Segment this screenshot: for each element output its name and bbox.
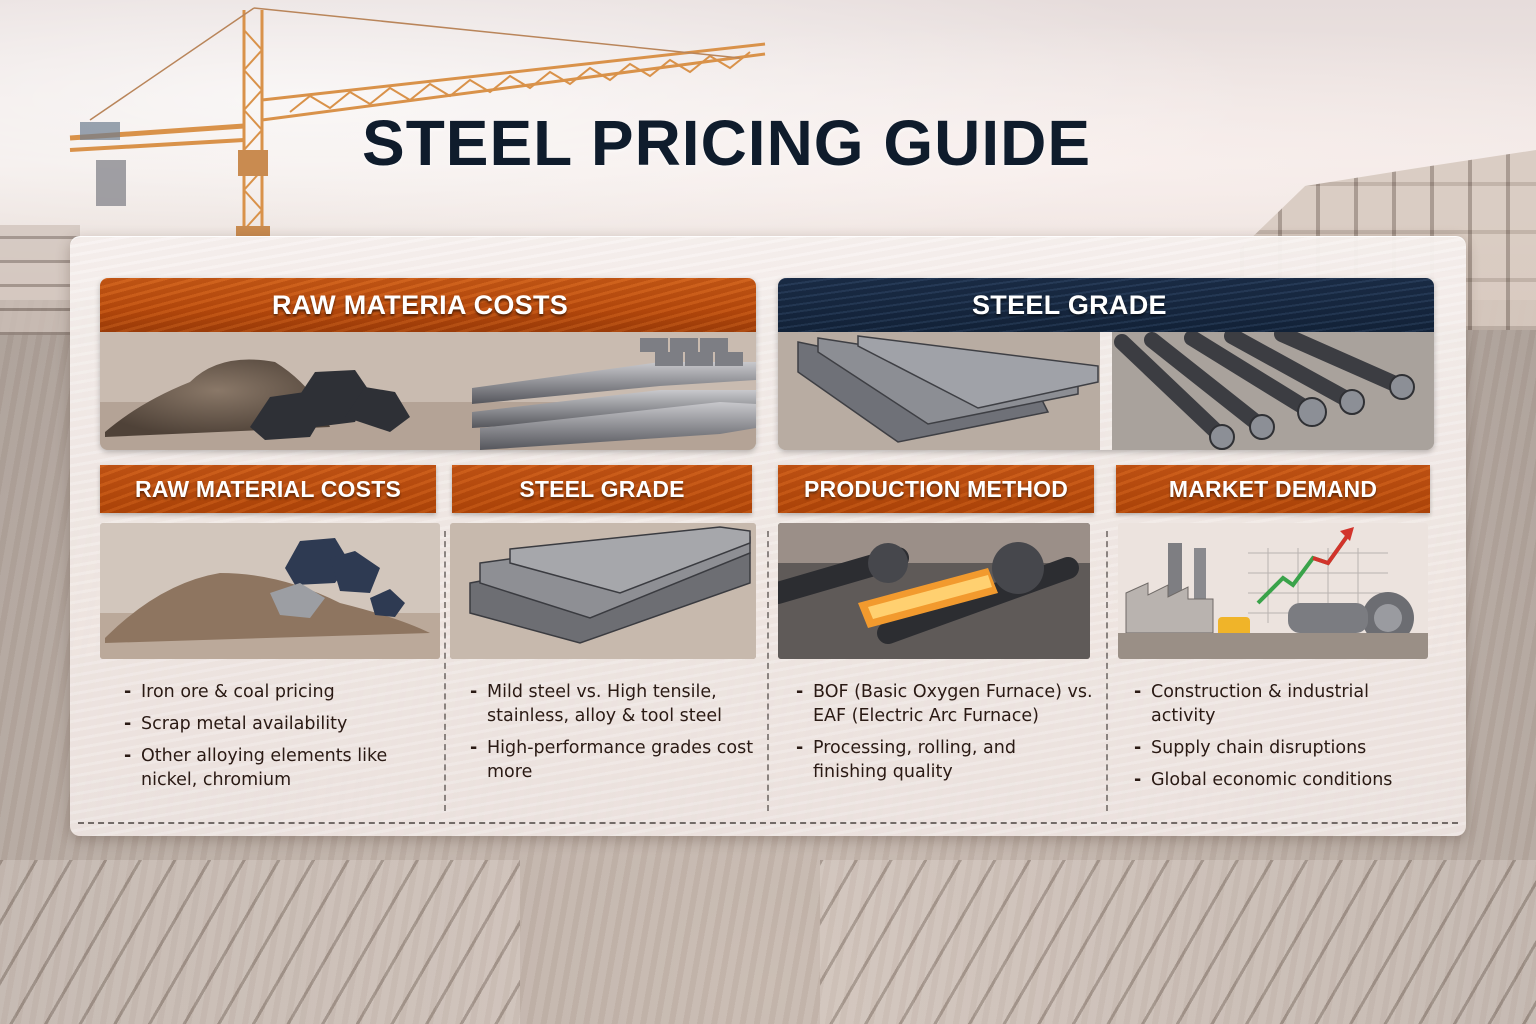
steel-grade-feature-heading: STEEL GRADE	[778, 278, 1434, 332]
rebar-image	[1112, 332, 1434, 450]
site-structure-right	[820, 860, 1536, 1024]
column-divider	[444, 531, 446, 811]
column-divider	[767, 531, 769, 811]
page-title: STEEL PRICING GUIDE	[362, 107, 1092, 179]
bullet-item: Supply chain disruptions	[1132, 736, 1432, 760]
rebar-bundle-illustration	[1112, 332, 1434, 450]
bullet-item: Processing, rolling, and finishing quali…	[794, 736, 1094, 784]
production-method-heading: PRODUCTION METHOD	[778, 465, 1094, 513]
site-structure-left	[0, 860, 520, 1024]
background-building-left	[0, 225, 80, 335]
steel-grade-image	[450, 523, 756, 659]
production-method-bullets: BOF (Basic Oxygen Furnace) vs. EAF (Elec…	[794, 680, 1094, 792]
bullet-item: Mild steel vs. High tensile, stainless, …	[468, 680, 758, 728]
bullet-item: Iron ore & coal pricing	[122, 680, 422, 704]
panel-bottom-dashed-divider	[78, 822, 1458, 824]
raw-materials-feature-image	[100, 332, 756, 450]
tower-crane-icon	[69, 7, 766, 236]
bullet-item: Global economic conditions	[1132, 768, 1432, 792]
raw-materials-feature-heading: RAW MATERIA COSTS	[100, 278, 756, 332]
rolling-mill-illustration	[778, 523, 1090, 659]
ore-coal-beams-illustration	[100, 332, 756, 450]
bullet-item: Scrap metal availability	[122, 712, 422, 736]
column-divider	[1106, 531, 1108, 811]
factory-growth-chart-illustration	[1118, 523, 1428, 659]
steel-grade-heading: STEEL GRADE	[452, 465, 752, 513]
raw-material-costs-image	[100, 523, 440, 659]
market-demand-heading: MARKET DEMAND	[1116, 465, 1430, 513]
bullet-item: BOF (Basic Oxygen Furnace) vs. EAF (Elec…	[794, 680, 1094, 728]
ore-pile-illustration	[100, 523, 440, 659]
raw-material-costs-bullets: Iron ore & coal pricing Scrap metal avai…	[122, 680, 422, 800]
steel-grade-bullets: Mild steel vs. High tensile, stainless, …	[468, 680, 758, 792]
bullet-item: Other alloying elements like nickel, chr…	[122, 744, 422, 792]
production-method-image	[778, 523, 1090, 659]
market-demand-bullets: Construction & industrial activity Suppl…	[1132, 680, 1432, 800]
flat-bars-image	[778, 332, 1100, 450]
steel-grade-feature-card: STEEL GRADE	[778, 278, 1434, 450]
pricing-guide-panel: RAW MATERIA COSTS	[70, 236, 1466, 836]
steel-plates-illustration	[450, 523, 756, 659]
flat-steel-bars-illustration	[778, 332, 1100, 450]
bullet-item: High-performance grades cost more	[468, 736, 758, 784]
bullet-item: Construction & industrial activity	[1132, 680, 1432, 728]
raw-material-costs-heading: RAW MATERIAL COSTS	[100, 465, 436, 513]
raw-materials-feature-card: RAW MATERIA COSTS	[100, 278, 756, 450]
market-demand-image	[1118, 523, 1428, 659]
